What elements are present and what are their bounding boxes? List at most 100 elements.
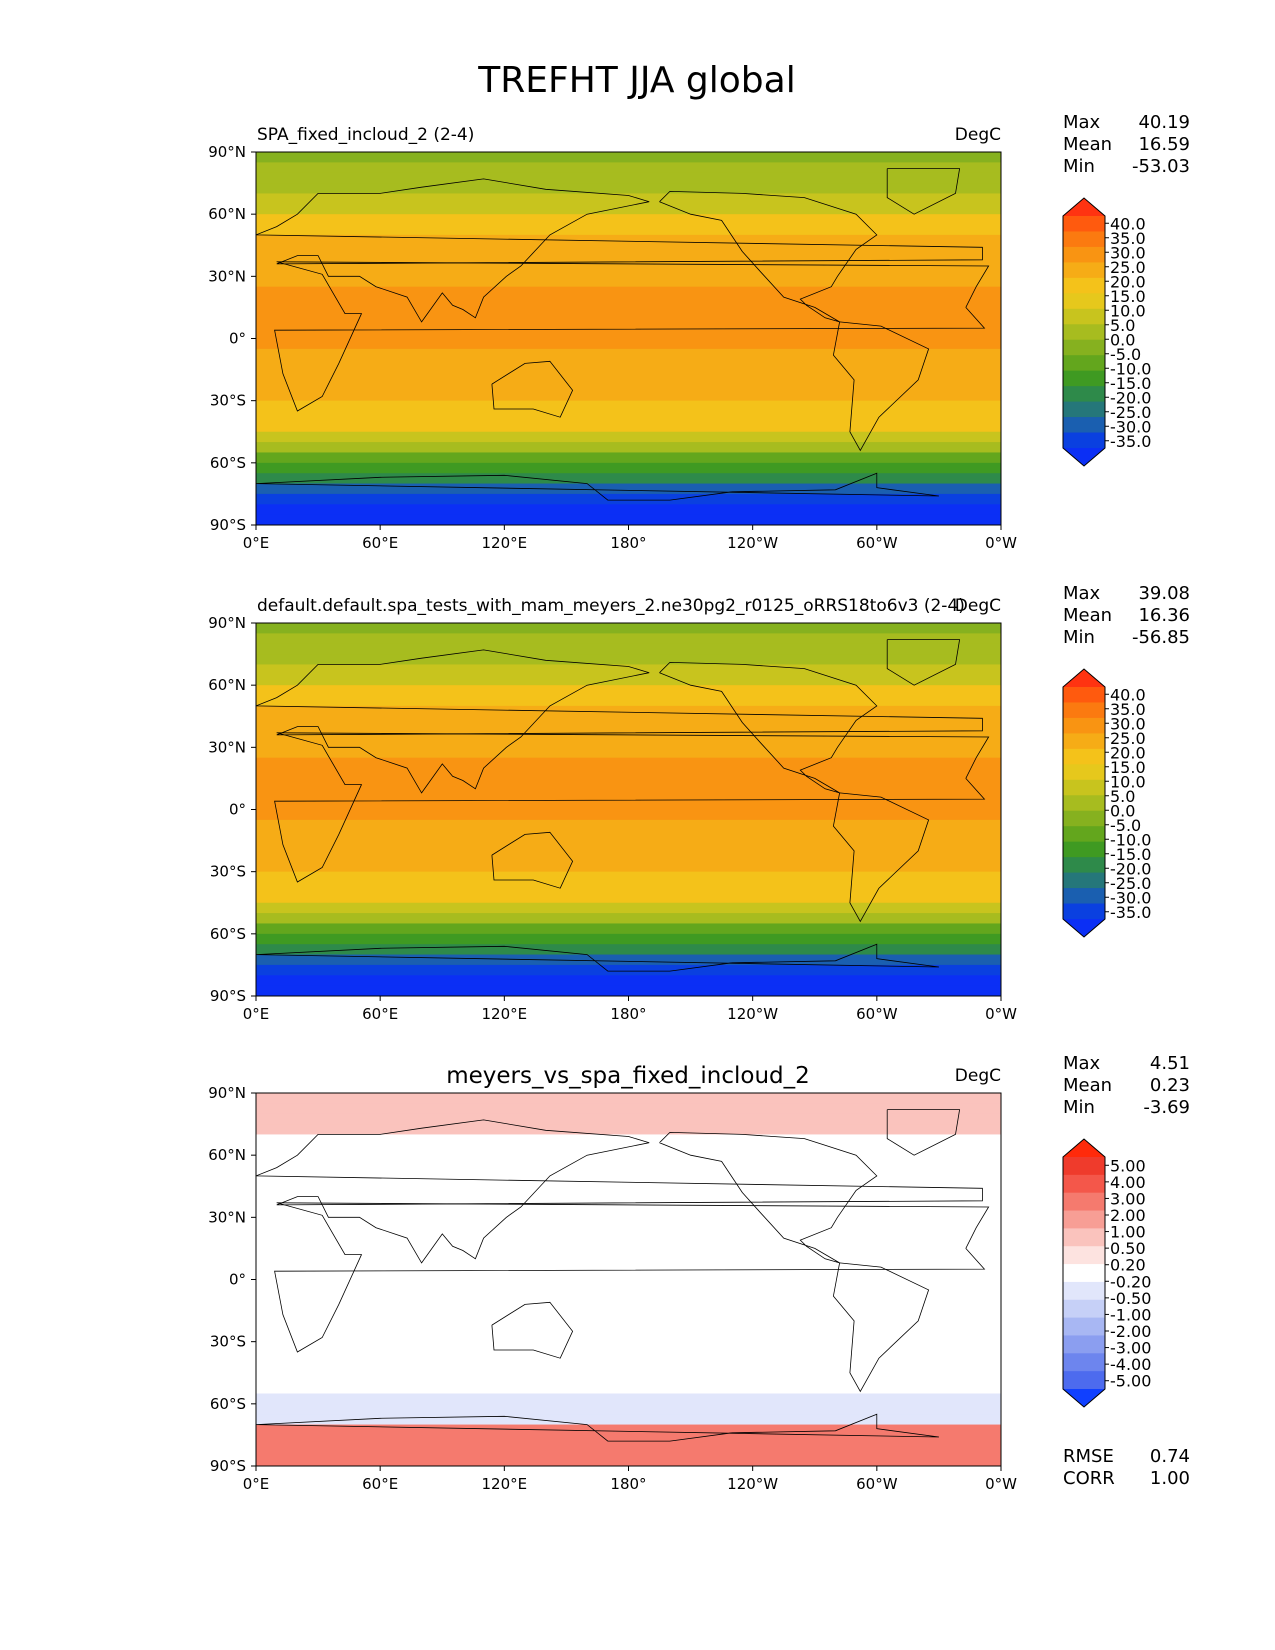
x-tick-label: 60°E — [362, 534, 398, 552]
units-label: DegC — [955, 1066, 1001, 1086]
field-band — [256, 913, 1001, 925]
field-band — [256, 1196, 1001, 1208]
field-band — [256, 400, 1001, 413]
colorbar-segment — [1063, 733, 1105, 750]
y-tick-label: 60°S — [210, 925, 246, 943]
field-band — [256, 840, 1001, 852]
colorbar-tick-label: 0.0 — [1110, 801, 1135, 820]
field-band — [256, 1238, 1001, 1250]
colorbar-tick-label: 15.0 — [1110, 287, 1146, 306]
stat-label: Mean — [1063, 605, 1112, 626]
stat-label: Mean — [1063, 134, 1112, 155]
y-tick-label: 30°N — [208, 1208, 246, 1226]
field-band — [256, 788, 1001, 801]
field-band — [256, 1372, 1001, 1385]
coastline — [256, 178, 983, 323]
colorbar-tick-label: 35.0 — [1110, 700, 1146, 719]
field-band — [256, 923, 1001, 935]
colorbar-tick-label: 10.0 — [1110, 301, 1146, 320]
coastline — [886, 1109, 961, 1156]
y-tick-label: 30°N — [208, 267, 246, 285]
field-band — [256, 152, 1001, 164]
field-band — [256, 1414, 1001, 1426]
colorbar-segment — [1063, 339, 1105, 356]
field-band — [256, 1289, 1001, 1302]
colorbar-segment — [1063, 1353, 1105, 1372]
colorbar-tick-label: -4.00 — [1110, 1355, 1151, 1374]
y-tick-label: 90°N — [208, 143, 246, 161]
field-band — [256, 799, 1001, 811]
field-band — [256, 214, 1001, 226]
map-field — [256, 1093, 1001, 1466]
field-band — [256, 830, 1001, 842]
y-tick-label: 30°S — [210, 1333, 246, 1351]
field-band — [256, 1403, 1001, 1416]
field-band — [256, 317, 1001, 330]
field-band — [256, 1186, 1001, 1198]
x-tick-label: 180° — [610, 534, 646, 552]
colorbar-tick-label: -5.0 — [1110, 345, 1141, 364]
y-tick-label: 0° — [229, 801, 246, 819]
y-tick-label: 30°S — [210, 392, 246, 410]
colorbar-tick-label: 10.0 — [1110, 772, 1146, 791]
colorbar-segment — [1063, 401, 1105, 418]
colorbar-outline — [1062, 668, 1106, 938]
field-band — [256, 359, 1001, 371]
field-band — [256, 379, 1001, 392]
stat-value: 0.23 — [1150, 1075, 1190, 1096]
map-panel-2: 0°E 60°E 120°E 180° 120°W 60°W 0°W 90°N 60°N 30°N… — [208, 583, 1190, 1023]
colorbar: 5.004.003.002.001.000.500.20-0.20-0.50-1… — [1062, 1138, 1151, 1408]
y-tick-label: 60°N — [208, 676, 246, 694]
field-band — [256, 390, 1001, 402]
field-band — [256, 695, 1001, 707]
field-band — [256, 1144, 1001, 1157]
coastline — [832, 1262, 930, 1393]
stat-value: -53.03 — [1132, 156, 1190, 177]
field-band — [256, 462, 1001, 475]
x-tick-label: 120°E — [482, 534, 528, 552]
field-band — [256, 933, 1001, 946]
field-band — [256, 442, 1001, 454]
field-band — [256, 985, 1001, 996]
coastline — [256, 472, 939, 501]
colorbar-segment — [1063, 1228, 1105, 1247]
stat-value: -56.85 — [1132, 627, 1190, 648]
colorbar-segment — [1063, 231, 1105, 248]
y-tick-label: 30°N — [208, 738, 246, 756]
colorbar-tick-label: 3.00 — [1110, 1189, 1146, 1208]
field-band — [256, 705, 1001, 718]
colorbar-segment — [1063, 386, 1105, 403]
stat-value: 16.59 — [1138, 134, 1190, 155]
field-band — [256, 1175, 1001, 1188]
colorbar-tick-label: -1.00 — [1110, 1305, 1151, 1324]
units-label: DegC — [955, 596, 1001, 616]
colorbar-tick-label: 5.0 — [1110, 787, 1135, 806]
x-tick-label: 0°E — [243, 1475, 270, 1493]
field-band — [256, 716, 1001, 728]
colorbar-segment — [1063, 1210, 1105, 1229]
map-panel-3: 0°E 60°E 120°E 180° 120°W 60°W 0°W 90°N 60°N 30°N… — [208, 1053, 1190, 1493]
field-band — [256, 871, 1001, 884]
field-band — [256, 504, 1001, 516]
map-panel-1: 0°E 60°E 120°E 180° 120°W 60°W 0°W 90°N 60°N 30°N… — [208, 112, 1190, 552]
colorbar-tick-label: -10.0 — [1110, 359, 1151, 378]
x-tick-label: 60°W — [856, 534, 898, 552]
field-band — [256, 297, 1001, 309]
x-tick-label: 120°E — [482, 1475, 528, 1493]
field-band — [256, 452, 1001, 464]
stat-value: 4.51 — [1150, 1053, 1190, 1074]
field-band — [256, 1227, 1001, 1240]
coastline — [274, 1202, 990, 1353]
field-band — [256, 276, 1001, 288]
colorbar-tick-label: -35.0 — [1110, 903, 1151, 922]
coastline — [256, 649, 983, 794]
field-band — [256, 421, 1001, 433]
field-band — [256, 203, 1001, 216]
colorbar-outline — [1062, 1138, 1106, 1408]
field-band — [256, 1093, 1001, 1105]
y-tick-label: 0° — [229, 330, 246, 348]
field-band — [256, 493, 1001, 506]
field-band — [256, 1269, 1001, 1281]
y-tick-label: 60°S — [210, 1395, 246, 1413]
